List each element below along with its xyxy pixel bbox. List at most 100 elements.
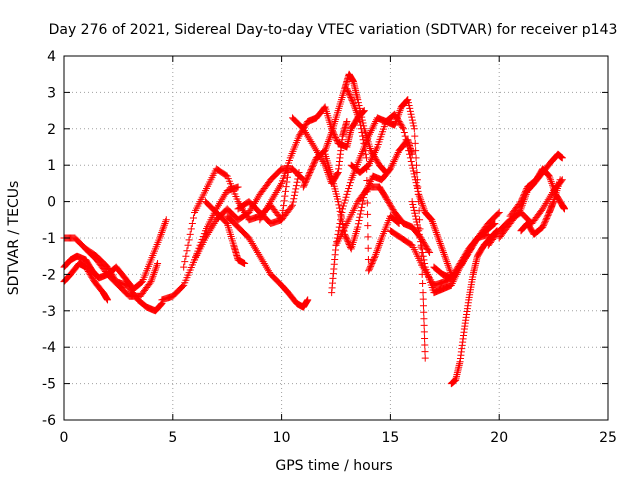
data-point-marker (452, 267, 460, 275)
data-point-marker (222, 218, 230, 226)
data-point-marker (269, 194, 277, 202)
data-point-marker (367, 261, 375, 269)
data-point-marker (318, 156, 326, 164)
data-point-marker (216, 199, 224, 207)
data-point-marker (414, 187, 422, 195)
data-point-marker (409, 203, 417, 211)
data-point-marker (387, 163, 395, 171)
data-point-marker (540, 203, 548, 211)
data-point-marker (397, 120, 405, 128)
data-point-marker (343, 118, 351, 126)
data-point-marker (312, 147, 320, 155)
data-point-marker (282, 187, 290, 195)
data-point-marker (249, 241, 257, 249)
data-point-marker (456, 259, 464, 267)
data-point-marker (344, 88, 352, 96)
data-point-marker (87, 272, 95, 280)
data-point-marker (291, 188, 299, 196)
data-point-marker (158, 229, 166, 237)
data-point-marker (547, 178, 555, 186)
data-point-marker (541, 219, 549, 227)
data-point-marker (454, 262, 462, 270)
data-point-marker (372, 250, 380, 258)
data-point-marker (391, 156, 399, 164)
data-point-marker (366, 264, 374, 272)
data-point-marker (206, 227, 214, 235)
data-point-marker (357, 207, 365, 215)
data-point-marker (522, 186, 530, 194)
data-point-marker (219, 194, 227, 202)
data-point-marker (366, 159, 374, 167)
data-point-marker (405, 102, 413, 110)
data-point-marker (365, 161, 373, 169)
data-point-marker (546, 174, 554, 182)
data-point-marker (540, 220, 548, 228)
data-point-marker (440, 250, 448, 258)
data-point-marker (348, 96, 356, 104)
data-point-marker (409, 201, 417, 209)
data-point-marker (234, 183, 242, 191)
data-point-marker (546, 192, 554, 200)
data-point-marker (443, 258, 451, 266)
data-point-marker (517, 198, 525, 206)
data-point-marker (433, 230, 441, 238)
series-track-25 (506, 165, 568, 220)
data-point-marker (542, 199, 550, 207)
data-point-marker (365, 267, 373, 275)
data-point-marker (420, 205, 428, 213)
data-point-marker (368, 259, 376, 267)
data-point-marker (393, 218, 401, 226)
data-point-marker (257, 254, 265, 262)
series-track-26 (517, 176, 564, 238)
data-point-marker (154, 259, 162, 267)
data-point-marker (294, 175, 302, 183)
data-point-marker (84, 267, 92, 275)
data-point-marker (110, 273, 118, 281)
data-point-marker (146, 279, 154, 287)
data-point-marker (420, 256, 428, 264)
data-point-marker (355, 217, 363, 225)
series-track-6 (180, 165, 292, 271)
x-tick-label: 15 (381, 430, 399, 446)
data-point-marker (449, 271, 457, 279)
data-point-marker (335, 227, 343, 235)
data-point-marker (421, 348, 429, 356)
data-point-marker (344, 86, 352, 94)
data-point-marker (461, 251, 469, 259)
data-point-marker (301, 179, 309, 187)
data-point-marker (342, 193, 350, 201)
data-point-marker (364, 233, 372, 241)
data-point-marker (188, 219, 196, 227)
data-point-marker (295, 168, 303, 176)
data-point-marker (270, 192, 278, 200)
data-point-marker (419, 252, 427, 260)
data-point-marker (428, 216, 436, 224)
data-point-marker (410, 125, 418, 133)
data-point-marker (548, 179, 556, 187)
data-point-marker (420, 308, 428, 316)
data-point-marker (265, 267, 273, 275)
data-point-marker (274, 185, 282, 193)
data-point-marker (420, 315, 428, 323)
data-point-marker (351, 103, 359, 111)
data-point-marker (333, 238, 341, 246)
data-point-marker (356, 213, 364, 221)
data-point-marker (266, 199, 274, 207)
data-point-marker (406, 154, 414, 162)
data-point-marker (363, 176, 371, 184)
data-point-marker (158, 227, 166, 235)
data-point-marker (395, 118, 403, 126)
data-point-marker (309, 161, 317, 169)
data-point-marker (263, 265, 271, 273)
data-point-marker (201, 234, 209, 242)
data-point-marker (220, 192, 228, 200)
data-point-marker (357, 125, 365, 133)
data-point-marker (208, 223, 216, 231)
y-tick-label: -3 (42, 304, 56, 320)
data-point-marker (157, 300, 165, 308)
data-point-marker (371, 119, 379, 127)
data-point-marker (386, 200, 394, 208)
data-point-marker (280, 197, 288, 205)
data-point-marker (295, 132, 303, 140)
data-point-marker (408, 161, 416, 169)
